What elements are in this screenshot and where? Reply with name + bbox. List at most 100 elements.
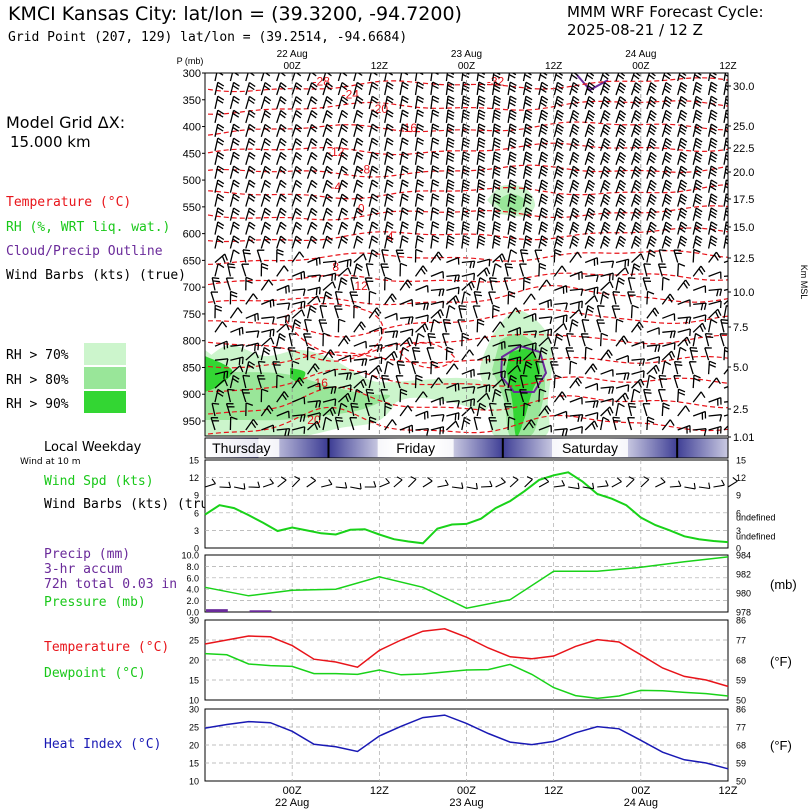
- wind-barb: [646, 179, 657, 193]
- wind-barb: [368, 151, 379, 165]
- wind-barb: [538, 179, 549, 193]
- wind-barb: [306, 346, 315, 361]
- wind-barb: [707, 137, 718, 151]
- bottom-time-label: 00Z: [457, 785, 476, 797]
- wind-barbs-layer: [210, 73, 728, 436]
- wind-barb: [445, 81, 455, 96]
- wind-barb: [214, 81, 225, 96]
- wind-barb: [349, 291, 358, 305]
- wind-barb: [292, 288, 306, 296]
- wind-barb: [538, 95, 549, 110]
- wind-barb: [307, 256, 321, 266]
- wind-barb: [414, 221, 424, 235]
- wind-barb: [704, 347, 712, 361]
- wind-barb: [461, 151, 470, 165]
- height-tick-label: 12.5: [733, 253, 754, 265]
- wind-barb: [245, 179, 256, 193]
- wind-barb: [504, 263, 513, 277]
- height-tick-label: 25.0: [733, 121, 754, 133]
- pressure-tick-label: 550: [183, 202, 201, 214]
- wind-barb: [395, 375, 404, 389]
- wind-barb: [600, 398, 614, 406]
- wind-barb: [225, 402, 235, 417]
- heat-index-unit-label: (°F): [770, 738, 792, 753]
- wind-barb: [368, 364, 383, 375]
- wind-barb: [306, 165, 318, 179]
- wind-barb: [399, 165, 409, 179]
- precip-bar: [206, 609, 228, 612]
- wind-barb: [630, 179, 642, 193]
- wind-barb: [677, 137, 688, 151]
- wind-barb: [430, 73, 439, 82]
- wind-barb: [291, 309, 306, 319]
- wind-barb: [446, 274, 460, 283]
- y-tick-label: 12: [189, 473, 199, 483]
- y2-tick-label: 68: [736, 656, 746, 666]
- wind-barb: [337, 277, 348, 291]
- heat-index-panel: 10 50 15 59 20 68 25 77 30 86: [189, 705, 746, 787]
- wind-barb: [306, 193, 318, 207]
- wind-barb: [630, 304, 639, 319]
- pressure-label: Pressure (mb): [44, 595, 146, 610]
- wind-barb: [211, 277, 220, 291]
- wind-barb: [214, 370, 229, 379]
- wind-barb: [353, 304, 362, 319]
- wind-barb: [553, 81, 564, 96]
- wind-barb: [291, 396, 306, 405]
- wind-barb: [353, 81, 364, 96]
- wind-barb: [538, 151, 549, 165]
- wind-barb: [461, 137, 470, 151]
- height-tick-label: 2.5: [733, 404, 748, 416]
- wind-barb: [276, 284, 290, 294]
- wind-barb: [276, 221, 287, 235]
- wind-barb: [630, 109, 642, 124]
- wind-barb: [569, 300, 583, 309]
- wind-barb: [630, 193, 642, 207]
- wind-barb: [399, 235, 409, 249]
- wind-barb: [445, 165, 455, 179]
- y-tick-label: 25: [189, 723, 199, 733]
- wind-barb: [646, 290, 655, 305]
- isotherm-line: [205, 142, 728, 156]
- wind-barb: [245, 312, 259, 322]
- wind-barb: [615, 392, 629, 403]
- wind-barb: [491, 235, 501, 249]
- wind-barb: [538, 328, 553, 337]
- wind-barb: [338, 354, 352, 363]
- wind-barb: [384, 137, 394, 151]
- wind-barb: [226, 388, 235, 403]
- wind-barb: [677, 316, 692, 325]
- pressure-tick-label: 750: [183, 309, 201, 321]
- surface-wind-barb: [422, 476, 433, 488]
- wind-barb: [677, 336, 691, 347]
- legend-rh90-label: RH > 90%: [6, 397, 69, 412]
- wind-barb: [646, 82, 657, 96]
- wind-barb: [276, 265, 289, 277]
- y2-tick-label: 984: [736, 551, 751, 561]
- wind-barb: [350, 402, 359, 417]
- cross-section-frame: [204, 72, 729, 437]
- wind-barb: [214, 123, 225, 137]
- wind-barb: [677, 81, 688, 96]
- wind-barb: [569, 318, 579, 333]
- wind-barb: [599, 151, 611, 165]
- wind-barb: [214, 253, 229, 263]
- top-date-label: 24 Aug: [625, 49, 656, 60]
- wind-speed-label: Wind Spd (kts): [44, 474, 154, 489]
- wind-barb: [261, 424, 275, 433]
- wind-barb: [507, 109, 517, 124]
- y-tick-label: 3: [194, 526, 199, 536]
- wind-barb: [553, 165, 564, 179]
- wind-barb: [214, 151, 225, 165]
- wind-barb: [585, 411, 599, 420]
- pressure-line: [204, 556, 729, 609]
- wind-barb: [260, 179, 272, 193]
- wind-barb: [507, 221, 517, 235]
- wind-barb: [504, 388, 513, 403]
- wind-barb: [723, 275, 728, 278]
- wind-barb: [538, 193, 549, 207]
- wind-barb: [723, 401, 728, 403]
- wind-barb: [245, 109, 256, 124]
- y2-tick-label: 982: [736, 570, 751, 580]
- wind-barb: [411, 346, 421, 361]
